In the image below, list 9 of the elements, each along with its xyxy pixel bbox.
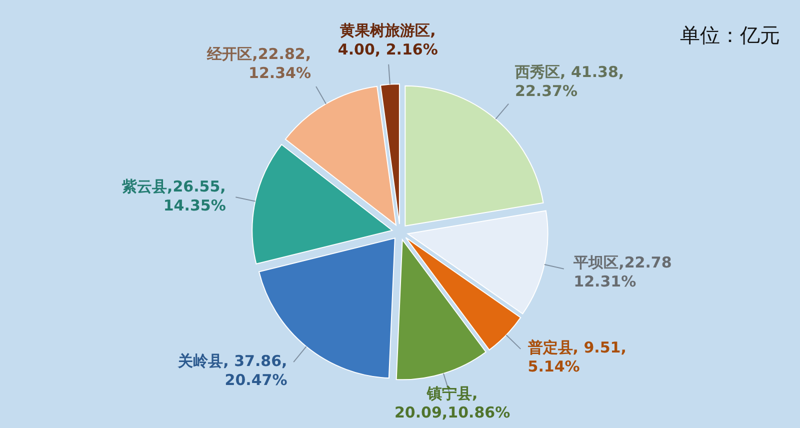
slice-label: 西秀区, 41.38, 22.37% bbox=[514, 63, 624, 100]
slice-label: 普定县, 9.51, 5.14% bbox=[526, 338, 626, 376]
slice-label: 镇宁县, 20.09,10.86% bbox=[394, 384, 510, 422]
text: 单位：亿元 bbox=[680, 23, 780, 47]
slice-label: 平坝区,22.78 12.31% bbox=[572, 254, 672, 291]
slice-label: 黄果树旅游区, 4.00, 2.16% bbox=[338, 21, 438, 58]
slice-label: 关岭县, 37.86, 20.47% bbox=[177, 352, 288, 390]
slice-label: 经开区,22.82, 12.34% bbox=[206, 44, 312, 82]
slice-label: 紫云县,26.55, 14.35% bbox=[121, 178, 226, 215]
